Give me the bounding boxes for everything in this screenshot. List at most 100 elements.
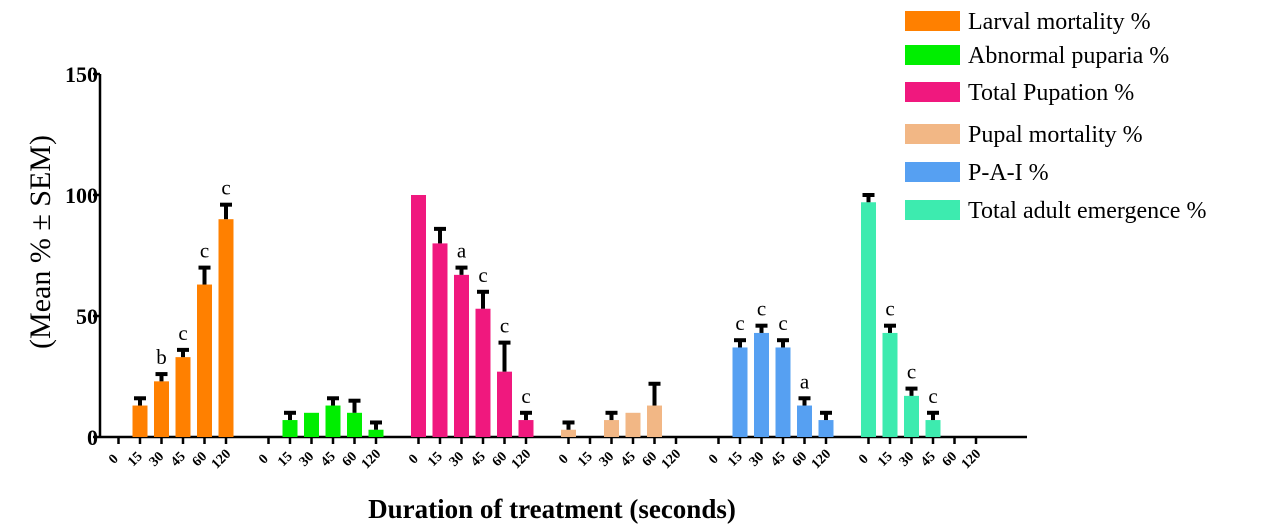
x-tick-label: 120 <box>659 447 684 472</box>
bar <box>497 371 512 437</box>
x-tick-label: 120 <box>509 447 534 472</box>
significance-letter: c <box>778 311 787 335</box>
x-tick-label: 60 <box>190 449 211 470</box>
legend-label: P-A-I % <box>968 160 1049 186</box>
bar <box>282 420 298 437</box>
legend-swatch <box>905 45 960 65</box>
bar <box>304 412 319 437</box>
bar <box>625 412 641 437</box>
significance-letter: c <box>928 384 937 408</box>
significance-letter: c <box>521 384 530 408</box>
x-tick-label: 15 <box>725 449 746 470</box>
x-tick-label: 45 <box>318 449 339 470</box>
significance-letter: c <box>885 297 894 321</box>
significance-letter: c <box>907 360 916 384</box>
bar <box>432 243 448 437</box>
x-tick-label: 0 <box>106 452 122 468</box>
bar <box>925 420 941 437</box>
bar <box>368 429 384 437</box>
bar <box>518 420 534 437</box>
significance-letter: c <box>200 239 209 263</box>
significance-letter: c <box>500 314 509 338</box>
x-tick-label: 60 <box>790 449 811 470</box>
bar <box>904 395 919 437</box>
legend: Larval mortality % Abnormal puparia % Tota… <box>905 9 1206 224</box>
legend-label: Pupal mortality % <box>968 122 1143 148</box>
bar <box>154 381 169 437</box>
x-tick-label: 60 <box>340 449 361 470</box>
significance-letter: c <box>757 297 766 321</box>
bar <box>732 347 748 437</box>
x-tick-label: 30 <box>147 449 168 470</box>
bar <box>861 202 876 437</box>
legend-swatch <box>905 82 960 102</box>
y-tick-label: 150 <box>65 62 98 87</box>
significance-letter: c <box>178 321 187 345</box>
legend-label: Total Pupation % <box>968 80 1134 106</box>
bar <box>775 347 791 437</box>
bar <box>218 219 234 437</box>
y-tick-label: 50 <box>76 304 98 329</box>
y-tick-label: 0 <box>87 425 98 450</box>
significance-letter: b <box>156 345 167 369</box>
bar <box>197 284 212 437</box>
x-tick-label: 15 <box>875 449 896 470</box>
x-tick-label: 0 <box>256 452 272 468</box>
bar <box>347 412 362 437</box>
x-tick-label: 120 <box>209 447 234 472</box>
significance-letter: c <box>735 311 744 335</box>
bar <box>175 357 191 437</box>
legend-swatch <box>905 124 960 144</box>
x-tick-label: 45 <box>468 449 489 470</box>
x-tick-label: 30 <box>447 449 468 470</box>
bar <box>132 405 148 437</box>
significance-letter: a <box>800 369 810 393</box>
legend-label: Total adult emergence % <box>968 198 1206 224</box>
legend-swatch <box>905 162 960 182</box>
significance-letter: a <box>457 239 467 263</box>
x-tick-label: 30 <box>297 449 318 470</box>
x-tick-label: 45 <box>168 449 189 470</box>
error-bars <box>134 193 939 430</box>
x-tick-label: 60 <box>490 449 511 470</box>
x-tick-label: 0 <box>856 452 872 468</box>
x-tick-label: 60 <box>940 449 961 470</box>
significance-letter: c <box>478 263 487 287</box>
legend-swatch <box>905 11 960 31</box>
bar <box>604 420 619 437</box>
bar <box>454 274 469 437</box>
x-tick-label: 0 <box>706 452 722 468</box>
x-tick-label: 45 <box>768 449 789 470</box>
bar <box>797 405 812 437</box>
x-tick-label: 120 <box>959 447 984 472</box>
y-ticks: 0 50 100 150 <box>65 62 100 450</box>
bar <box>561 429 576 437</box>
bar <box>325 405 341 437</box>
y-tick-label: 100 <box>65 183 98 208</box>
bar <box>475 308 491 437</box>
x-tick-label: 120 <box>809 447 834 472</box>
significance-letter: c <box>221 176 230 200</box>
x-tick-label: 30 <box>747 449 768 470</box>
x-axis-label: Duration of treatment (seconds) <box>368 494 736 524</box>
bars <box>132 195 941 437</box>
legend-swatch <box>905 200 960 220</box>
bar <box>818 420 834 437</box>
x-tick-label: 30 <box>597 449 618 470</box>
x-tick-label: 15 <box>125 449 146 470</box>
x-tick-label: 15 <box>425 449 446 470</box>
legend-label: Larval mortality % <box>968 9 1151 35</box>
bar <box>754 332 769 437</box>
bar <box>882 332 898 437</box>
x-tick-label: 60 <box>640 449 661 470</box>
x-tick-label: 45 <box>918 449 939 470</box>
bar <box>647 405 662 437</box>
y-axis-label: (Mean % ± SEM) <box>24 135 57 349</box>
x-tick-label: 120 <box>359 447 384 472</box>
x-tick-label: 15 <box>275 449 296 470</box>
x-tick-label: 30 <box>897 449 918 470</box>
legend-label: Abnormal puparia % <box>968 43 1169 69</box>
